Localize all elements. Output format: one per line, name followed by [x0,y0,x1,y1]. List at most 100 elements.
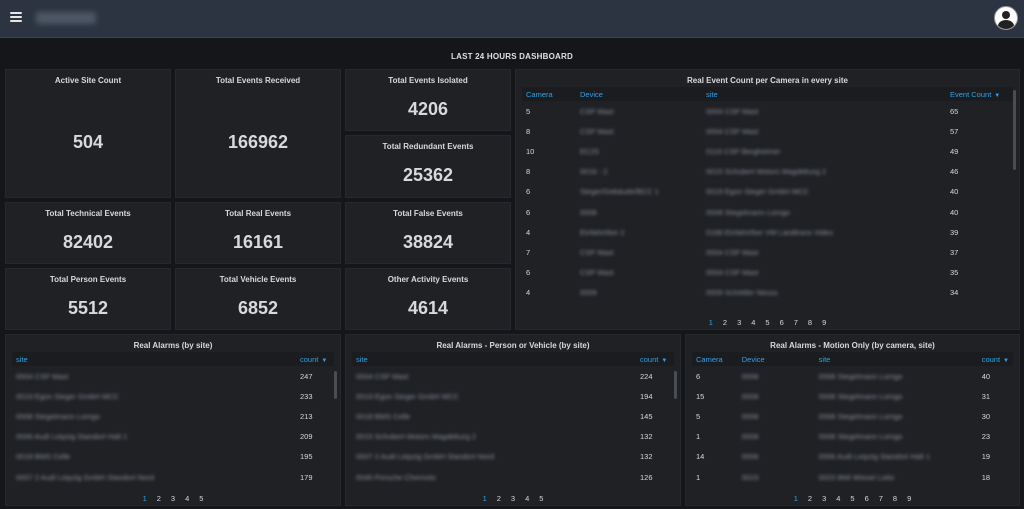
page-link[interactable]: 7 [793,318,798,327]
stat-panel-other-activity-events: Other Activity Events 4614 [345,268,511,330]
page-link[interactable]: 6 [864,494,869,503]
stat-value: 25362 [402,165,454,185]
scrollbar[interactable] [1013,90,1016,170]
page-link[interactable]: 1 [708,318,713,327]
page-link[interactable]: 1 [482,494,487,503]
scrollbar[interactable] [334,371,337,399]
table-row: 8 0016 - 2 0015 Schubert Motors Magdeburg … [522,162,1013,182]
table-row: 7 CSP Mast 0004 CSP Mast 37 [522,242,1013,262]
column-header-count[interactable]: count ▼ [296,352,334,366]
cell-count: 40 [950,187,959,197]
column-header-camera[interactable]: Camera [522,87,576,101]
column-header-label: count [640,354,659,364]
cell-site: 0018 BMS Celle [356,411,411,421]
cell-camera: 1 [696,432,701,442]
stat-value: 6852 [237,298,279,318]
page-link[interactable]: 4 [751,318,756,327]
cell-count: 46 [950,167,959,177]
page-link[interactable]: 2 [496,494,501,503]
hamburger-menu-icon[interactable] [10,12,22,22]
cell-site: 0019 Egon Sieger GmbH MCC [16,391,119,401]
column-header-label: count [981,354,1001,364]
sort-desc-icon: ▼ [321,357,328,364]
page-link[interactable]: 5 [539,494,544,503]
page-link[interactable]: 5 [765,318,770,327]
page-link[interactable]: 8 [892,494,898,503]
stat-value: 38824 [402,232,454,252]
camera-event-count-panel: Real Event Count per Camera in every sit… [515,69,1020,330]
cell-camera: 7 [526,247,531,257]
alarms-by-site-table-container: site count ▼ 0004 CSP Mast 247 0019 Egon Si… [12,352,334,488]
page-link[interactable]: 2 [156,494,161,503]
page-link[interactable]: 1 [793,494,798,503]
stat-panel-total-redundant-events: Total Redundant Events 25362 [345,135,511,198]
column-header-site[interactable]: site [702,87,946,101]
column-header-site[interactable]: site [12,352,296,366]
panel-title: Total Real Events [224,209,292,218]
user-avatar-icon[interactable] [994,6,1018,30]
cell-count: 132 [640,432,653,442]
column-header-device[interactable]: Device [576,87,702,101]
page-link[interactable]: 9 [907,494,912,503]
cell-device: 0016 - 2 [580,167,608,177]
cell-count: 34 [950,288,959,298]
page-link[interactable]: 5 [850,494,855,503]
page-link[interactable]: 7 [878,494,883,503]
cell-site: 0004 CSP Mast [706,106,759,116]
panel-title: Total Events Received [215,76,301,85]
stat-value: 166962 [227,132,289,152]
page-link[interactable]: 6 [779,318,784,327]
page-link[interactable]: 4 [185,494,190,503]
page-link[interactable]: 3 [737,318,742,327]
table-row: 0018 BMS Celle 195 [12,447,334,467]
page-link[interactable]: 5 [199,494,204,503]
page-link[interactable]: 8 [807,318,813,327]
page-link[interactable]: 4 [525,494,530,503]
cell-site: 0008 Stegelmann Lomgo [818,432,903,442]
cell-site: 0009 Schöttler Neuss [706,288,778,298]
stat-value: 82402 [62,232,114,252]
scrollbar[interactable] [674,371,677,399]
cell-site: 0023 BMI Wiesel Lotto [818,472,895,482]
brand-logo [36,12,96,24]
cell-device: CSP Mast [580,268,614,278]
page-link[interactable]: 2 [722,318,728,327]
cell-site: 0006 Audi Leipzig Standort Halt 1 [818,452,930,462]
table-row: 5 0008 0008 Stegelmann Lomgo 30 [692,406,1013,426]
page-link[interactable]: 3 [510,494,516,503]
table-row: 0019 Egon Sieger GmbH MCC 194 [352,386,674,406]
page-link[interactable]: 4 [836,494,841,503]
table-row: 8 CSP Mast 0004 CSP Mast 57 [522,121,1013,141]
column-header-site[interactable]: site [814,352,978,366]
cell-site: 0007 2 Audi Leipzig GmbH Standort Nord [356,452,494,462]
real-alarms-person-vehicle-panel: Real Alarms - Person or Vehicle (by site… [345,334,681,506]
cell-count: 57 [950,126,959,136]
page-link[interactable]: 1 [142,494,147,503]
column-header-event-count[interactable]: Event Count ▼ [946,87,1013,101]
column-header-count[interactable]: count ▼ [636,352,674,366]
panel-title: Real Alarms - Person or Vehicle (by site… [436,341,590,350]
cell-device: 0008 [741,391,759,401]
page-link[interactable]: 9 [822,318,827,327]
cell-site: 0006 Audi Leipzig Standort Halt 1 [16,432,128,442]
alarms-motion-table-container: Camera Device site count ▼ 6 0008 0008 Steg… [692,352,1013,488]
column-header-device[interactable]: Device [737,352,815,366]
table-row: 1 0008 0008 Stegelmann Lomgo 23 [692,427,1013,447]
page-link[interactable]: 3 [822,494,827,503]
stat-value: 16161 [232,232,284,252]
column-header-site[interactable]: site [352,352,636,366]
page-link[interactable]: 2 [807,494,813,503]
cell-camera: 6 [526,207,531,217]
column-header-count[interactable]: count ▼ [977,352,1013,366]
table-row: 6 Sieger/Gebäude/BCC 1 0019 Egon Sieger Gm… [522,182,1013,202]
column-header-camera[interactable]: Camera [692,352,738,366]
cell-device: 0008 [741,371,759,381]
page-link[interactable]: 3 [170,494,176,503]
cell-count: 247 [300,371,313,381]
cell-count: 195 [300,452,313,462]
cell-camera: 4 [526,288,531,298]
table-row: 0040 Porsche Chemnitz 126 [352,467,674,487]
stat-panel-total-technical-events: Total Technical Events 82402 [5,202,171,264]
